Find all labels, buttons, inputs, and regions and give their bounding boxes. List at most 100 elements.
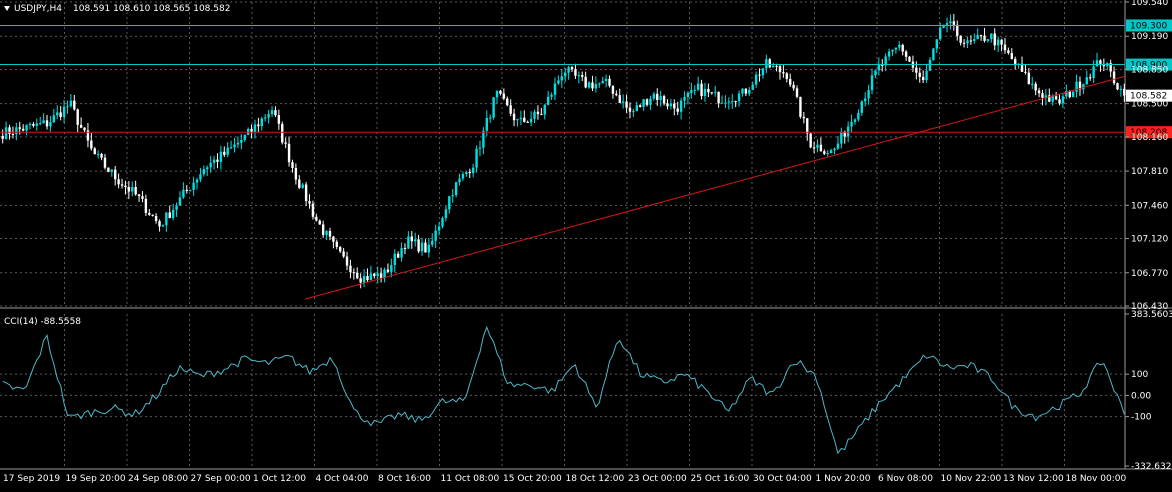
candle-body bbox=[904, 51, 908, 57]
candle-body bbox=[461, 173, 465, 179]
candle-body bbox=[407, 236, 410, 249]
candle bbox=[407, 231, 410, 249]
candle-body bbox=[587, 82, 591, 88]
candle bbox=[956, 20, 959, 41]
candle bbox=[461, 171, 465, 181]
candle bbox=[107, 167, 110, 173]
candle bbox=[696, 76, 700, 92]
candle-body bbox=[137, 194, 141, 197]
cci-panel bbox=[2, 325, 1125, 455]
time-tick-label: 15 Oct 20:00 bbox=[503, 474, 562, 484]
candle bbox=[287, 136, 291, 167]
candle bbox=[1000, 39, 1003, 52]
candle bbox=[158, 219, 161, 232]
candle-body bbox=[1109, 63, 1112, 72]
candle bbox=[373, 272, 376, 279]
candle bbox=[236, 136, 240, 149]
candle-body bbox=[264, 117, 267, 119]
candle-body bbox=[492, 97, 495, 118]
candle bbox=[202, 165, 206, 177]
candle-body bbox=[754, 74, 758, 85]
candle-body bbox=[884, 56, 887, 66]
candle-body bbox=[420, 242, 424, 252]
candle bbox=[274, 106, 277, 118]
candle bbox=[768, 58, 771, 69]
candle bbox=[1099, 59, 1102, 72]
candle-body bbox=[584, 76, 587, 88]
candle bbox=[836, 136, 840, 150]
candle bbox=[966, 36, 969, 49]
candle-body bbox=[475, 148, 478, 168]
candle bbox=[986, 39, 990, 43]
price-tick-label: 109.190 bbox=[1131, 32, 1168, 42]
candle-body bbox=[328, 230, 332, 237]
dropdown-arrow-icon[interactable] bbox=[4, 6, 10, 11]
candle-body bbox=[42, 120, 45, 124]
indicator-label: CCI(14) -88.5558 bbox=[4, 317, 81, 327]
candle-body bbox=[1048, 95, 1051, 102]
candle bbox=[352, 268, 356, 280]
candle bbox=[499, 89, 502, 96]
candle-body bbox=[304, 184, 308, 202]
candle-body bbox=[400, 248, 403, 258]
candle-body bbox=[240, 139, 243, 143]
candle bbox=[410, 230, 413, 249]
trendline[interactable] bbox=[304, 75, 1126, 300]
candle-body bbox=[482, 130, 485, 148]
candle bbox=[962, 39, 966, 48]
candle bbox=[49, 115, 52, 132]
candle-body bbox=[993, 33, 996, 46]
time-tick-label: 30 Oct 04:00 bbox=[753, 474, 812, 484]
candle-body bbox=[806, 118, 809, 134]
candle bbox=[223, 146, 226, 158]
candle bbox=[932, 47, 935, 61]
candle bbox=[424, 239, 427, 253]
candle bbox=[471, 163, 475, 178]
candle bbox=[908, 56, 911, 62]
candle-body bbox=[581, 75, 584, 77]
candle bbox=[103, 153, 107, 170]
candle bbox=[328, 227, 332, 241]
candle-body bbox=[611, 85, 615, 94]
candle-body bbox=[707, 88, 710, 93]
candle-body bbox=[219, 151, 223, 162]
candle-body bbox=[134, 186, 137, 195]
candle-body bbox=[1071, 91, 1075, 98]
candle-body bbox=[673, 103, 676, 109]
candle-body bbox=[396, 253, 400, 258]
candle-body bbox=[62, 106, 66, 118]
candle bbox=[523, 110, 526, 123]
candle-body bbox=[202, 169, 206, 175]
candle-body bbox=[840, 131, 843, 144]
candle-body bbox=[625, 101, 628, 108]
candle-body bbox=[1010, 53, 1013, 59]
candle-body bbox=[996, 39, 1000, 46]
level-label-bg bbox=[1126, 58, 1172, 71]
candle bbox=[550, 92, 553, 100]
candle bbox=[557, 75, 560, 85]
time-tick-label: 10 Nov 22:00 bbox=[941, 474, 1002, 484]
candle-body bbox=[321, 224, 325, 235]
candle bbox=[1112, 66, 1116, 86]
candle-body bbox=[383, 269, 386, 279]
candle-body bbox=[703, 88, 707, 97]
candle bbox=[853, 118, 857, 125]
candle bbox=[56, 105, 59, 120]
candle-body bbox=[253, 124, 257, 132]
candle bbox=[894, 47, 898, 54]
candle-body bbox=[737, 93, 741, 102]
candle-body bbox=[1027, 72, 1031, 85]
candle bbox=[864, 92, 867, 107]
time-tick-label: 1 Oct 12:00 bbox=[253, 474, 306, 484]
horizontal-levels[interactable]: 109.300 108.900 108.208 108.582 bbox=[0, 19, 1172, 300]
candle-body bbox=[131, 186, 134, 192]
candle-body bbox=[570, 67, 574, 70]
candle-body bbox=[260, 118, 263, 127]
candle-body bbox=[1095, 60, 1099, 67]
candle bbox=[100, 152, 103, 161]
candle-body bbox=[212, 159, 216, 163]
candle bbox=[417, 234, 420, 254]
candle bbox=[335, 239, 338, 250]
